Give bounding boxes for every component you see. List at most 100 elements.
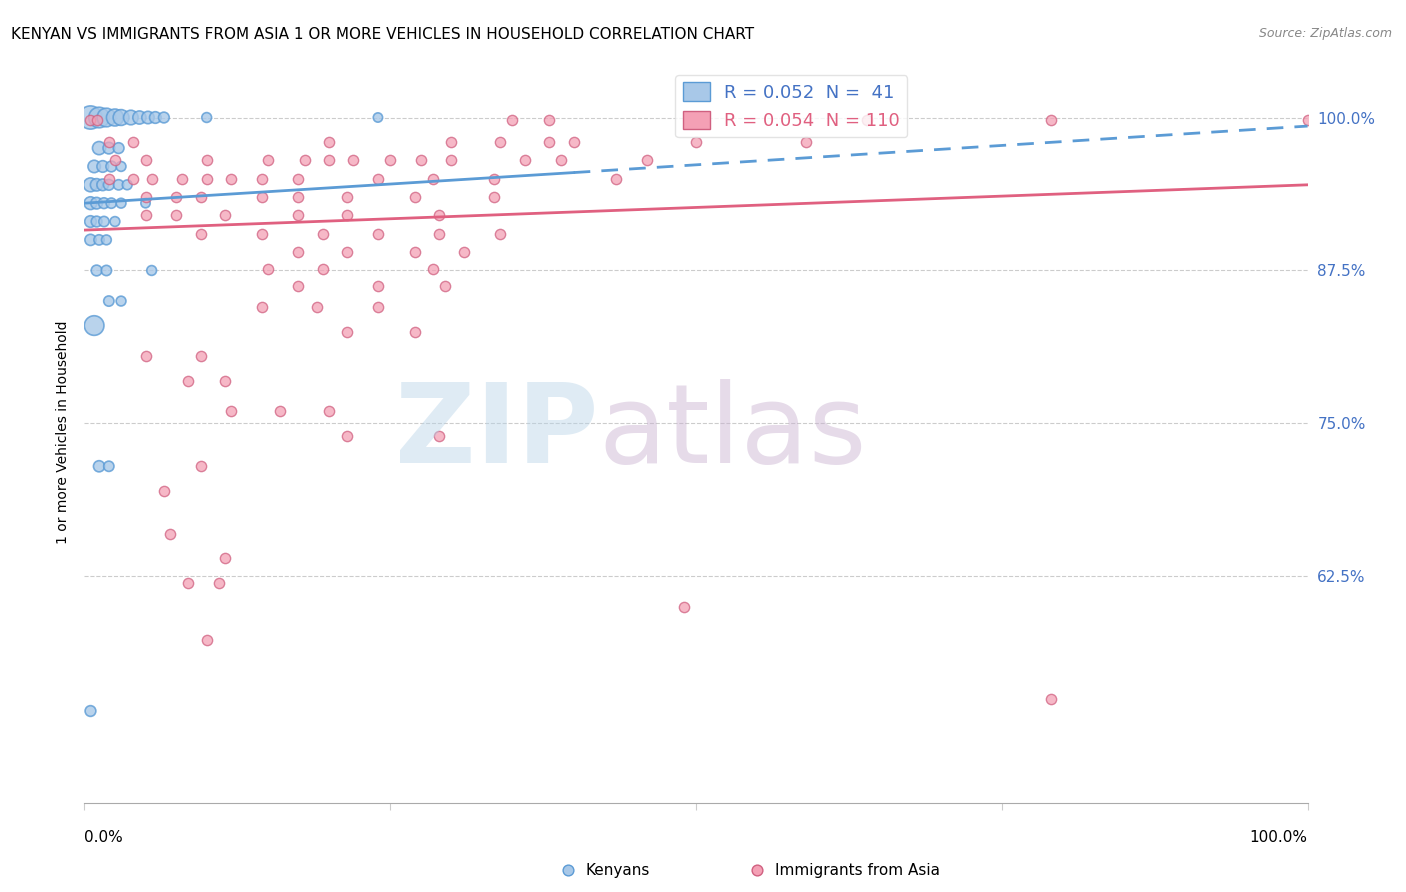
- Point: [856, 112, 879, 127]
- Point: [1039, 112, 1062, 127]
- Point: [115, 178, 138, 192]
- Point: [336, 325, 359, 339]
- Point: [97, 135, 120, 149]
- Point: [336, 190, 359, 204]
- Point: [195, 171, 218, 186]
- Point: [489, 135, 512, 149]
- Point: [86, 196, 108, 211]
- Point: [97, 459, 120, 474]
- Point: [1296, 112, 1319, 127]
- Point: [83, 160, 105, 174]
- Point: [120, 111, 142, 125]
- Point: [190, 227, 212, 241]
- Point: [367, 171, 389, 186]
- Point: [482, 171, 505, 186]
- Point: [153, 483, 176, 498]
- Point: [91, 160, 114, 174]
- Point: [97, 141, 120, 155]
- Point: [250, 171, 273, 186]
- Point: [367, 279, 389, 293]
- Text: ZIP: ZIP: [395, 379, 598, 486]
- Point: [79, 704, 101, 718]
- Point: [250, 300, 273, 314]
- Point: [685, 135, 707, 149]
- Point: [422, 262, 444, 277]
- Point: [422, 171, 444, 186]
- Point: [190, 349, 212, 363]
- Point: [440, 135, 463, 149]
- Point: [128, 111, 150, 125]
- Point: [110, 111, 132, 125]
- Point: [97, 171, 120, 186]
- Point: [427, 227, 450, 241]
- Point: [79, 178, 101, 192]
- Point: [165, 208, 187, 222]
- Point: [257, 262, 280, 277]
- Point: [538, 112, 561, 127]
- Text: 100.0%: 100.0%: [1250, 830, 1308, 845]
- Point: [87, 111, 110, 125]
- Point: [86, 112, 108, 127]
- Point: [513, 153, 536, 168]
- Point: [195, 633, 218, 648]
- Point: [97, 294, 120, 309]
- Point: [538, 135, 561, 149]
- Point: [318, 153, 340, 168]
- Point: [605, 171, 627, 186]
- Point: [93, 214, 115, 228]
- Point: [136, 111, 159, 125]
- Point: [367, 300, 389, 314]
- Point: [557, 863, 579, 877]
- Point: [312, 227, 335, 241]
- Point: [141, 171, 163, 186]
- Point: [336, 245, 359, 260]
- Point: [153, 111, 176, 125]
- Point: [312, 262, 335, 277]
- Point: [404, 245, 426, 260]
- Point: [177, 575, 200, 590]
- Point: [110, 160, 132, 174]
- Point: [219, 404, 242, 418]
- Point: [214, 208, 236, 222]
- Point: [165, 190, 187, 204]
- Point: [550, 153, 572, 168]
- Point: [502, 112, 524, 127]
- Point: [257, 153, 280, 168]
- Text: Kenyans: Kenyans: [586, 863, 650, 878]
- Point: [636, 153, 658, 168]
- Point: [143, 111, 166, 125]
- Point: [135, 349, 157, 363]
- Point: [672, 599, 695, 614]
- Point: [79, 111, 101, 125]
- Point: [440, 153, 463, 168]
- Point: [214, 551, 236, 566]
- Point: [195, 111, 218, 125]
- Point: [287, 279, 309, 293]
- Point: [79, 112, 101, 127]
- Text: Immigrants from Asia: Immigrants from Asia: [776, 863, 941, 878]
- Point: [434, 279, 457, 293]
- Point: [122, 171, 145, 186]
- Point: [409, 153, 432, 168]
- Point: [287, 190, 309, 204]
- Point: [96, 263, 118, 277]
- Point: [287, 171, 309, 186]
- Point: [87, 233, 110, 247]
- Legend: R = 0.052  N =  41, R = 0.054  N = 110: R = 0.052 N = 41, R = 0.054 N = 110: [675, 75, 907, 137]
- Point: [100, 160, 122, 174]
- Point: [86, 263, 108, 277]
- Point: [110, 196, 132, 211]
- Point: [404, 190, 426, 204]
- Point: [86, 178, 108, 192]
- Point: [122, 135, 145, 149]
- Point: [747, 863, 769, 877]
- Text: atlas: atlas: [598, 379, 866, 486]
- Text: Source: ZipAtlas.com: Source: ZipAtlas.com: [1258, 27, 1392, 40]
- Text: 0.0%: 0.0%: [84, 830, 124, 845]
- Point: [135, 196, 157, 211]
- Point: [367, 111, 389, 125]
- Point: [93, 196, 115, 211]
- Point: [294, 153, 316, 168]
- Point: [562, 135, 585, 149]
- Point: [404, 325, 426, 339]
